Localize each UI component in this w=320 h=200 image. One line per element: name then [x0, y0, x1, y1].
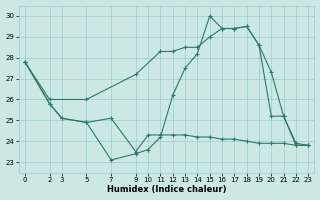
X-axis label: Humidex (Indice chaleur): Humidex (Indice chaleur)	[107, 185, 226, 194]
